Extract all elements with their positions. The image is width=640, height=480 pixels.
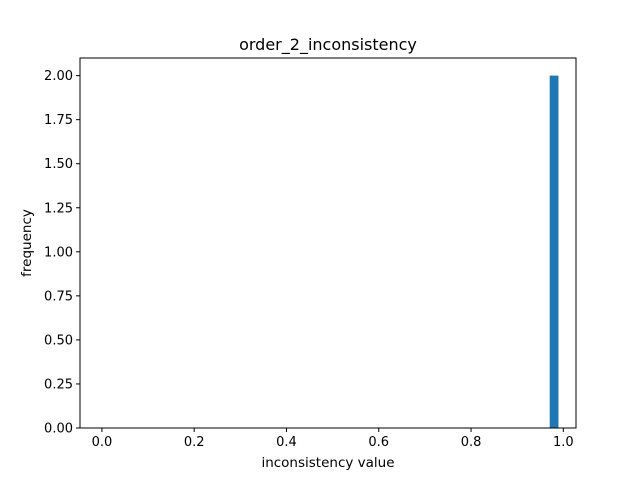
x-axis-ticks: 0.0 0.2 0.4 0.6 0.8 1.0 bbox=[92, 428, 574, 450]
y-tick-label: 1.75 bbox=[44, 113, 73, 128]
plot-frame bbox=[79, 57, 577, 429]
x-tick-label: 0.4 bbox=[276, 435, 297, 450]
histogram-bar bbox=[549, 75, 559, 429]
y-axis-ticks: 0.00 0.25 0.50 0.75 1.00 1.25 1.50 1.75 2.00 bbox=[44, 69, 80, 437]
y-tick-label: 0.00 bbox=[44, 422, 73, 437]
x-tick-label: 0.2 bbox=[184, 435, 205, 450]
bars-layer bbox=[549, 75, 559, 429]
chart-title: order_2_inconsistency bbox=[239, 35, 417, 55]
x-tick-label: 1.0 bbox=[553, 435, 574, 450]
y-tick-label: 1.25 bbox=[44, 201, 73, 216]
y-tick-label: 0.75 bbox=[44, 289, 73, 304]
x-tick-label: 0.6 bbox=[368, 435, 389, 450]
y-tick-label: 1.00 bbox=[44, 245, 73, 260]
y-tick-label: 0.25 bbox=[44, 377, 73, 392]
x-tick-label: 0.8 bbox=[461, 435, 482, 450]
y-tick-label: 0.50 bbox=[44, 333, 73, 348]
x-axis-label: inconsistency value bbox=[261, 455, 394, 471]
y-tick-label: 2.00 bbox=[44, 69, 73, 84]
y-axis-label: frequency bbox=[19, 209, 35, 277]
y-tick-label: 1.50 bbox=[44, 157, 73, 172]
x-tick-label: 0.0 bbox=[92, 435, 113, 450]
plot-area bbox=[80, 58, 576, 428]
